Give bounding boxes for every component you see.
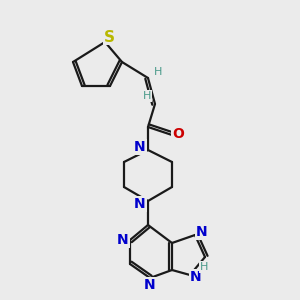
Text: N: N [117, 233, 129, 247]
Text: H: H [154, 67, 162, 77]
Text: N: N [196, 225, 208, 239]
Text: H: H [200, 262, 208, 272]
Text: N: N [190, 270, 202, 284]
Text: S: S [103, 29, 115, 44]
Text: N: N [134, 197, 146, 211]
Text: N: N [134, 140, 146, 154]
Text: N: N [144, 278, 156, 292]
Text: O: O [172, 127, 184, 141]
Text: H: H [143, 91, 151, 101]
